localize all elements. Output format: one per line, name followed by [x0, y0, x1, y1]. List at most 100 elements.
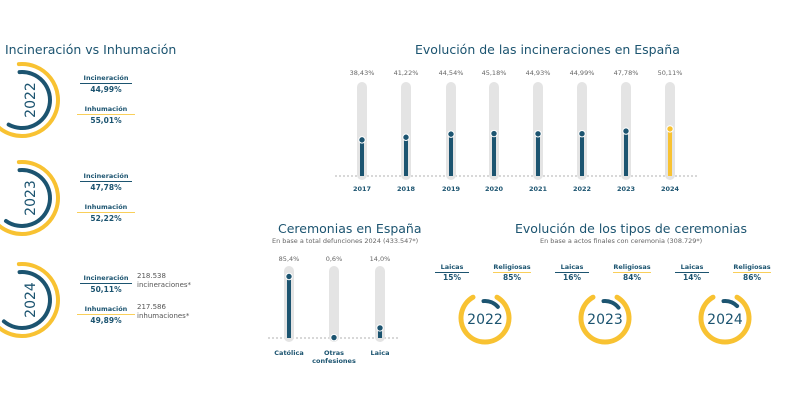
religiosas-arc — [458, 294, 512, 345]
religiosas-value: 85% — [503, 273, 521, 282]
religiosas-value: 84% — [623, 273, 641, 282]
category-label: 2018 — [397, 185, 416, 193]
bar-value-label: 41,22% — [394, 69, 419, 77]
category-label: Laica — [371, 349, 390, 357]
category-label: Otras confesiones — [312, 349, 356, 365]
bar-value-label: 47,78% — [614, 69, 639, 77]
bar-fill — [492, 133, 496, 176]
incineracion-arc — [3, 168, 52, 228]
incineracion-arc — [1, 270, 52, 330]
laicas-arc — [481, 299, 500, 309]
category-label: 2019 — [442, 185, 461, 193]
bar-marker — [358, 136, 366, 144]
category-label: 2020 — [485, 185, 504, 193]
inhumacion-value: 52,22% — [90, 214, 122, 223]
bar-marker — [402, 133, 410, 141]
bar-marker — [330, 333, 338, 342]
bar-value-label: 0,6% — [326, 255, 343, 263]
bar-value-label: 44,54% — [439, 69, 464, 77]
tipos-ceremonias-title: Evolución de los tipos de ceremonias — [515, 221, 747, 236]
incineracion-label: Incineración — [80, 172, 132, 182]
year-label: 2024 — [23, 282, 39, 318]
bar-marker — [376, 324, 384, 332]
incin-vs-inhum-title: Incineración vs Inhumación — [5, 42, 177, 57]
bar-value-label: 44,93% — [526, 69, 551, 77]
bar-marker — [490, 129, 498, 138]
bar-marker — [534, 130, 542, 138]
incineracion-label: Incineración — [80, 74, 132, 84]
incineracion-value: 50,11% — [90, 285, 122, 294]
donut-year: 2024 — [707, 312, 743, 328]
category-label: 2022 — [573, 185, 591, 193]
incineracion-arc — [6, 70, 52, 130]
bar-marker — [447, 130, 455, 138]
category-label: Católica — [274, 349, 303, 357]
bar-fill — [668, 128, 672, 176]
category-label: 2024 — [661, 185, 680, 193]
inhumacion-label: Inhumación — [77, 305, 135, 315]
ceremonias-title: Ceremonias en España — [278, 221, 422, 236]
religiosas-label: Religiosas — [733, 263, 771, 273]
category-label-line: Otras — [324, 349, 344, 357]
bar-fill — [624, 131, 628, 176]
bar-fill — [580, 133, 584, 176]
religiosas-label: Religiosas — [493, 263, 531, 273]
inhumacion-arc — [0, 62, 60, 138]
category-label-line: confesiones — [312, 357, 356, 365]
incineracion-value: 47,78% — [90, 183, 122, 192]
category-label: 2017 — [353, 185, 371, 193]
inhumacion-value: 49,89% — [90, 316, 122, 325]
category-label: 2021 — [529, 185, 548, 193]
bar-fill — [449, 134, 453, 176]
laicas-label: Laicas — [435, 263, 469, 273]
bar-value-label: 85,4% — [279, 255, 300, 263]
laicas-label: Laicas — [555, 263, 589, 273]
evolucion-incineraciones-title: Evolución de las incineraciones en Españ… — [415, 42, 680, 57]
bar-track — [401, 82, 411, 180]
incineracion-label: Incineración — [80, 274, 132, 284]
bar-track — [357, 82, 367, 180]
bar-fill — [536, 133, 540, 176]
religiosas-arc — [578, 294, 632, 345]
bar-fill — [378, 327, 382, 338]
bar-marker — [578, 130, 586, 138]
laicas-value: 16% — [563, 273, 581, 282]
religiosas-value: 86% — [743, 273, 761, 282]
laicas-arc — [601, 299, 621, 310]
bar-marker — [666, 125, 674, 133]
bar-value-label: 38,43% — [350, 69, 375, 77]
bar-value-label: 50,11% — [658, 69, 683, 77]
bar-fill — [287, 276, 291, 338]
inhumacion-arc — [0, 160, 60, 236]
inhumaciones-note: 217.586 inhumaciones* — [137, 303, 190, 320]
incineraciones-note: 218.538 incineraciones* — [137, 272, 192, 289]
inhumacion-label: Inhumación — [77, 203, 135, 213]
laicas-arc — [721, 299, 740, 309]
laicas-label: Laicas — [675, 263, 709, 273]
bar-value-label: 14,0% — [370, 255, 391, 263]
inhumacion-label: Inhumación — [77, 105, 135, 115]
bar-fill — [360, 139, 364, 176]
religiosas-label: Religiosas — [613, 263, 651, 273]
laicas-value: 15% — [443, 273, 461, 282]
donut-year: 2023 — [587, 312, 623, 328]
bar-marker — [622, 127, 630, 135]
tipos-ceremonias-subtitle: En base a actos finales con ceremonia (3… — [540, 237, 703, 245]
ceremonias-subtitle: En base a total defunciones 2024 (433.54… — [272, 237, 419, 245]
inhumacion-value: 55,01% — [90, 116, 122, 125]
inhumacion-arc — [0, 262, 60, 338]
bar-fill — [404, 137, 408, 176]
incineracion-value: 44,99% — [90, 85, 122, 94]
laicas-value: 14% — [683, 273, 701, 282]
bar-value-label: 45,18% — [482, 69, 507, 77]
bar-track — [329, 266, 339, 342]
bar-track — [375, 266, 385, 342]
year-label: 2022 — [23, 82, 39, 118]
category-label: 2023 — [617, 185, 635, 193]
bar-value-label: 44,99% — [570, 69, 595, 77]
religiosas-arc — [698, 294, 752, 345]
bar-marker — [285, 272, 293, 281]
donut-year: 2022 — [467, 312, 503, 328]
year-label: 2023 — [23, 180, 39, 216]
